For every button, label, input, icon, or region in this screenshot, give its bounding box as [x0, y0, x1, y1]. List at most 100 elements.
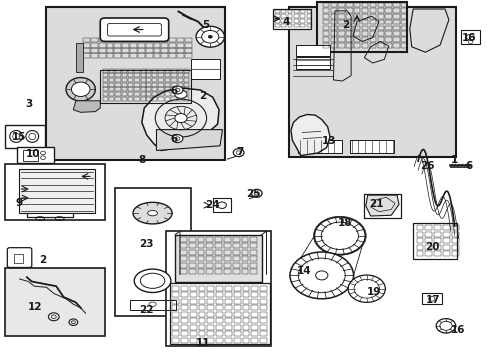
Bar — [180, 237, 186, 242]
Text: 8: 8 — [138, 155, 145, 165]
Bar — [353, 26, 360, 30]
Bar — [338, 3, 344, 7]
Bar — [158, 78, 163, 82]
Ellipse shape — [196, 26, 224, 47]
Bar — [206, 237, 213, 242]
Ellipse shape — [71, 82, 90, 96]
Bar — [377, 3, 383, 7]
Bar — [115, 92, 121, 96]
Bar — [189, 286, 196, 291]
Bar — [122, 53, 129, 58]
Bar — [189, 318, 196, 323]
Bar — [274, 24, 279, 27]
Bar — [181, 338, 187, 343]
Bar — [361, 3, 367, 7]
Bar — [233, 338, 240, 343]
Bar — [224, 286, 231, 291]
Bar — [207, 312, 214, 317]
Bar — [346, 26, 352, 30]
Ellipse shape — [315, 271, 327, 280]
Bar — [169, 48, 176, 53]
Bar — [330, 14, 336, 19]
Text: 2: 2 — [40, 255, 46, 265]
Bar — [109, 92, 114, 96]
Bar — [122, 78, 127, 82]
Bar — [322, 43, 328, 48]
Bar — [141, 92, 146, 96]
Bar — [188, 263, 195, 268]
Bar — [216, 338, 223, 343]
Bar — [115, 83, 121, 87]
Bar — [172, 312, 179, 317]
Bar — [170, 283, 269, 344]
Bar — [128, 83, 133, 87]
Text: 25: 25 — [245, 189, 260, 199]
Bar — [224, 263, 230, 268]
Bar — [171, 83, 176, 87]
Bar — [298, 140, 342, 153]
Bar — [100, 70, 190, 103]
Bar — [212, 198, 231, 212]
Bar — [122, 97, 127, 101]
Bar — [322, 26, 328, 30]
Bar — [158, 87, 163, 91]
Bar — [184, 38, 191, 42]
Bar — [224, 318, 231, 323]
Bar — [233, 331, 240, 336]
Bar — [166, 231, 271, 346]
Bar — [233, 292, 240, 297]
Bar — [346, 3, 352, 7]
Bar — [134, 87, 140, 91]
Bar — [224, 299, 231, 304]
Bar — [260, 305, 266, 310]
Bar — [189, 325, 196, 330]
Bar — [17, 147, 54, 163]
Bar — [172, 286, 179, 291]
Text: 11: 11 — [195, 338, 210, 348]
Bar — [177, 73, 183, 77]
Bar — [5, 164, 105, 220]
Bar — [198, 312, 205, 317]
Bar — [141, 78, 146, 82]
Bar — [338, 26, 344, 30]
Bar — [385, 37, 391, 42]
Bar — [145, 48, 152, 53]
Bar — [353, 20, 360, 24]
Bar — [425, 225, 431, 230]
Bar — [251, 286, 258, 291]
Bar — [141, 87, 146, 91]
Bar — [369, 3, 375, 7]
Bar — [349, 140, 393, 153]
Bar — [330, 26, 336, 30]
Bar — [180, 243, 186, 248]
Ellipse shape — [289, 252, 353, 299]
Bar — [177, 83, 183, 87]
Bar — [460, 30, 479, 44]
Bar — [152, 69, 157, 73]
Bar — [164, 97, 170, 101]
Bar — [164, 73, 170, 77]
Bar — [177, 53, 183, 58]
Bar — [215, 237, 222, 242]
Bar — [260, 318, 266, 323]
Bar — [416, 238, 423, 243]
Bar — [181, 331, 187, 336]
Bar — [369, 20, 375, 24]
Polygon shape — [290, 114, 329, 156]
Bar — [138, 38, 144, 42]
Bar — [433, 245, 440, 250]
Bar — [251, 325, 258, 330]
Bar — [106, 38, 113, 42]
Bar — [233, 286, 240, 291]
Bar — [442, 232, 449, 237]
Bar — [158, 73, 163, 77]
Bar — [153, 43, 160, 48]
Text: 24: 24 — [205, 200, 220, 210]
Bar — [215, 250, 222, 255]
Bar — [251, 318, 258, 323]
Bar — [106, 53, 113, 58]
Bar — [338, 31, 344, 36]
Bar — [369, 8, 375, 13]
Bar — [338, 37, 344, 42]
Bar — [206, 256, 213, 261]
